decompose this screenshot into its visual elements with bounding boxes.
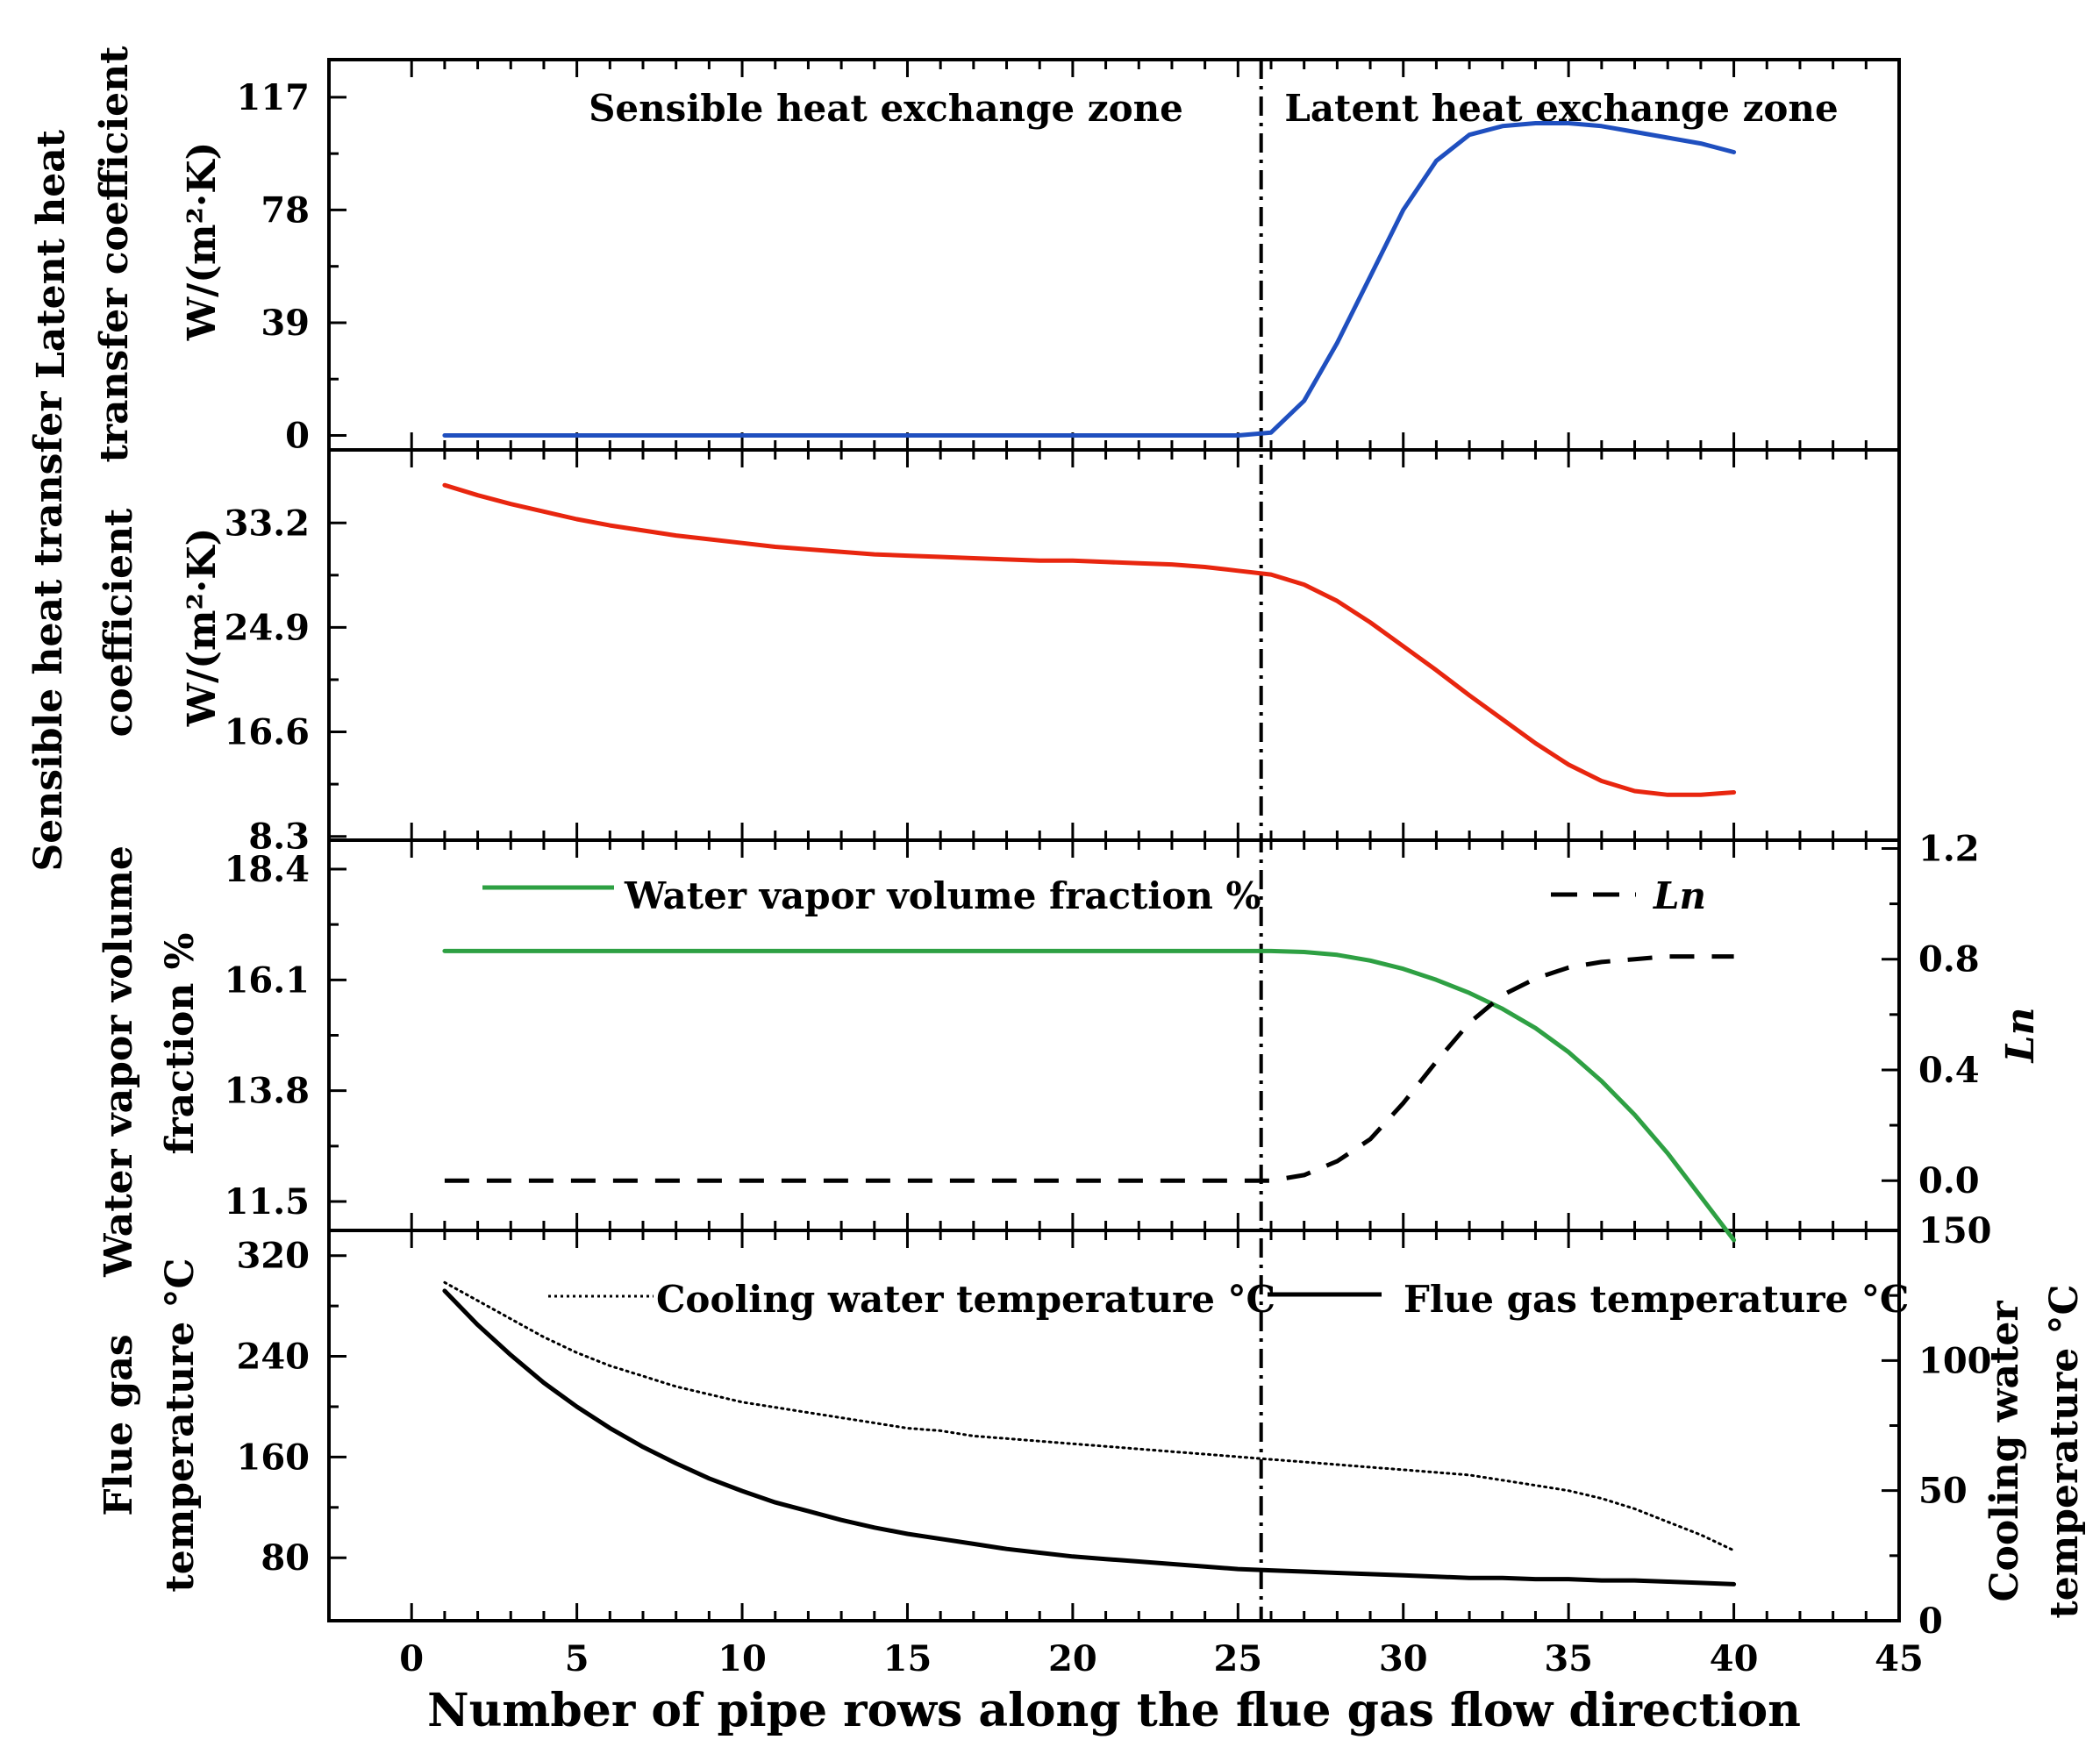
ylabel-latent-line3: W/(m²·K) bbox=[180, 142, 225, 342]
panel-sensible-frame bbox=[327, 448, 1901, 842]
x-tick-label-10: 10 bbox=[718, 1638, 767, 1679]
series-layer bbox=[442, 121, 1737, 1586]
series-sensible-0 bbox=[442, 482, 1737, 797]
legend-flue-label: Flue gas temperature °C bbox=[1404, 1278, 1909, 1321]
ylabel-vapor-line1: Water vapor volume bbox=[96, 845, 141, 1278]
y-tick-label-vapor-18.4: 18.4 bbox=[225, 849, 310, 890]
y-tick-label-temperature-80: 80 bbox=[261, 1537, 310, 1579]
x-tick-label-35: 35 bbox=[1544, 1638, 1593, 1679]
right-tick-label-vapor-0.4: 0.4 bbox=[1918, 1050, 1980, 1091]
axis-ticks bbox=[329, 60, 1901, 1622]
x-axis-title: Number of pipe rows along the flue gas f… bbox=[427, 1684, 1801, 1737]
y-tick-label-latent-78: 78 bbox=[261, 189, 310, 231]
right-tick-label-temperature-100: 100 bbox=[1918, 1340, 1992, 1381]
x-tick-label-0: 0 bbox=[399, 1638, 424, 1679]
right-ylabel-temp-line1: Cooling water bbox=[1982, 1301, 2027, 1602]
legend-vapor-panel: Water vapor volume fraction % Ln bbox=[482, 874, 1706, 917]
ylabel-temp-line1: Flue gas bbox=[96, 1334, 141, 1515]
y-tick-label-sensible-8.3: 8.3 bbox=[248, 816, 310, 858]
y-tick-label-latent-0: 0 bbox=[285, 416, 310, 457]
ylabel-vapor-line2: fraction % bbox=[158, 933, 203, 1155]
x-tick-label-15: 15 bbox=[883, 1638, 932, 1679]
legend-cooling-label: Cooling water temperature °C bbox=[656, 1278, 1275, 1321]
ylabel-sensible-line1: Sensible heat transfer bbox=[26, 391, 71, 872]
right-tick-label-vapor-0.8: 0.8 bbox=[1918, 939, 1980, 980]
right-tick-label-temperature-0: 0 bbox=[1918, 1601, 1943, 1642]
series-vapor-1 bbox=[444, 954, 1734, 1183]
y-tick-label-latent-39: 39 bbox=[261, 303, 310, 344]
ylabel-temp-line2: temperature °C bbox=[158, 1258, 203, 1592]
y-tick-label-vapor-13.8: 13.8 bbox=[225, 1071, 310, 1112]
y-axis-titles: Latent heat transfer coefficient W/(m²·K… bbox=[26, 46, 2087, 1619]
ylabel-sensible-line3: W/(m²·K) bbox=[180, 528, 225, 728]
right-tick-label-temperature-150: 150 bbox=[1918, 1210, 1992, 1251]
y-tick-label-sensible-16.6: 16.6 bbox=[225, 712, 310, 753]
x-tick-label-5: 5 bbox=[565, 1638, 589, 1679]
tick-labels: 0 5 10 15 20 25 30 35 40 45039781178.316.624.933.… bbox=[225, 77, 1992, 1679]
right-ylabel-ln: Ln bbox=[1998, 1008, 2043, 1065]
panel-frames bbox=[327, 58, 1901, 1622]
ylabel-latent-line2: transfer coefficient bbox=[92, 46, 137, 463]
x-tick-label-45: 45 bbox=[1875, 1638, 1924, 1679]
x-tick-label-25: 25 bbox=[1213, 1638, 1262, 1679]
legend-temperature-panel: Cooling water temperature °C Flue gas te… bbox=[548, 1278, 1909, 1321]
legend-vapor-label: Water vapor volume fraction % bbox=[624, 874, 1261, 917]
x-tick-label-40: 40 bbox=[1710, 1638, 1759, 1679]
y-tick-label-latent-117: 117 bbox=[237, 77, 311, 118]
series-temperature-0 bbox=[442, 1288, 1737, 1586]
series-temperature-1 bbox=[443, 1280, 1736, 1552]
x-tick-label-20: 20 bbox=[1048, 1638, 1097, 1679]
y-tick-label-temperature-240: 240 bbox=[237, 1337, 311, 1378]
legend-ln-label: Ln bbox=[1653, 874, 1706, 917]
series-vapor-0 bbox=[442, 948, 1737, 1243]
y-tick-label-vapor-11.5: 11.5 bbox=[225, 1181, 310, 1223]
y-tick-label-sensible-24.9: 24.9 bbox=[225, 607, 310, 648]
y-tick-label-temperature-320: 320 bbox=[237, 1236, 311, 1277]
sensible-zone-label: Sensible heat exchange zone bbox=[589, 87, 1183, 130]
x-tick-label-30: 30 bbox=[1379, 1638, 1428, 1679]
y-tick-label-temperature-160: 160 bbox=[237, 1437, 311, 1478]
right-tick-label-temperature-50: 50 bbox=[1918, 1471, 1968, 1512]
right-ylabel-temp-line2: temperature °C bbox=[2042, 1284, 2087, 1618]
y-tick-label-sensible-33.2: 33.2 bbox=[225, 503, 310, 544]
series-latent-0 bbox=[442, 121, 1737, 438]
right-tick-label-vapor-1.2: 1.2 bbox=[1918, 828, 1980, 869]
right-tick-label-vapor-0.0: 0.0 bbox=[1918, 1160, 1980, 1201]
ylabel-latent-line1: Latent heat bbox=[29, 129, 74, 379]
y-tick-label-vapor-16.1: 16.1 bbox=[225, 959, 310, 1001]
ylabel-sensible-line2: coefficient bbox=[96, 508, 141, 737]
